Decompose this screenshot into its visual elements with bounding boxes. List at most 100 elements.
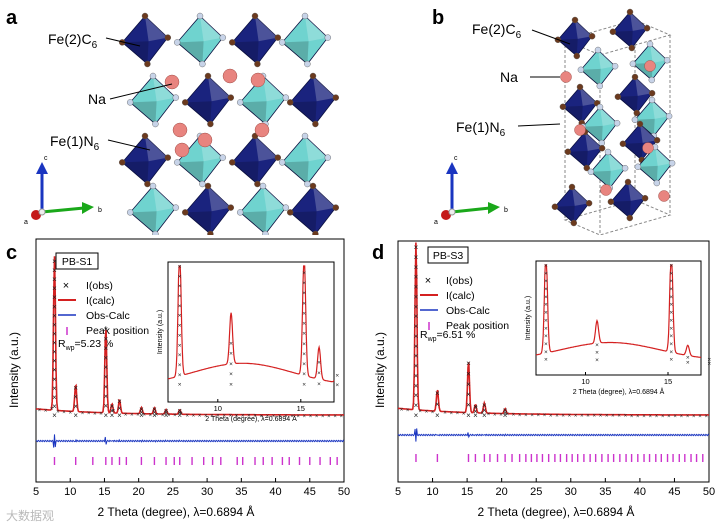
obs-marker: × [414, 243, 419, 252]
obs-marker: × [414, 411, 419, 420]
inset-obs-marker: × [544, 286, 548, 293]
obs-marker: × [704, 414, 708, 420]
obs-marker: × [241, 414, 245, 420]
inset-obs-marker: × [669, 263, 673, 270]
obs-marker: × [474, 405, 478, 411]
obs-marker: × [482, 401, 487, 410]
obs-marker: × [177, 406, 182, 415]
obs-marker: × [309, 414, 313, 420]
inset-obs-peak-4: ×× [707, 356, 711, 367]
inset-obs-marker: × [302, 331, 306, 338]
axis-c-label-a: c [44, 155, 48, 162]
obs-marker: × [482, 406, 487, 415]
xtick-label: 15 [98, 486, 110, 498]
inset-obs-peak-3: × × × [317, 360, 321, 388]
obs-marker: × [68, 410, 72, 416]
xlabel-c: 2 Theta (degree), λ=0.6894 Å [98, 504, 255, 519]
obs-marker: × [473, 411, 478, 420]
obs-marker: × [418, 409, 422, 415]
xlabel-d: 2 Theta (degree), λ=0.6894 Å [478, 504, 635, 519]
plot-frame [35, 238, 345, 483]
obs-marker: × [414, 292, 419, 301]
xtick-label: 30 [201, 486, 213, 498]
obs-marker: × [52, 393, 57, 402]
obs-peak-2: ×××××××××× [103, 325, 108, 420]
inset-obs-marker: × [178, 332, 182, 339]
obs-marker: × [52, 339, 57, 348]
obs-marker: × [414, 401, 419, 410]
obs-peak-5: ××× [503, 406, 508, 420]
inset-xtick-label: 15 [664, 377, 672, 386]
obs-marker: × [414, 381, 419, 390]
obs-marker: × [466, 411, 471, 420]
obs-marker: × [466, 359, 471, 368]
label-na-b: Na [500, 69, 518, 85]
inset-obs-marker: × [669, 286, 673, 293]
obs-marker: × [431, 410, 435, 416]
obs-marker: × [487, 412, 491, 418]
obs-peak-7: ××× [164, 406, 169, 420]
axis-a-label-b: a [434, 219, 438, 226]
inset-obs-marker: × [335, 372, 339, 379]
axes-indicator-b: c a b [434, 155, 508, 226]
obs-marker: × [103, 392, 108, 401]
ylabel-c: Intensity (a.u.) [7, 332, 21, 408]
obs-marker: × [512, 413, 516, 419]
inset-obs-marker: × [707, 356, 711, 363]
obs-marker: × [52, 402, 57, 411]
main-plot-d: 5 10 15 20 25 30 35 40 45 50×××××××××××××××××××××… [395, 240, 715, 498]
obs-marker: × [152, 405, 157, 414]
inset-xtick-label: 10 [214, 404, 222, 413]
legend-item-calc-c: I(calc) [86, 295, 115, 307]
leader-fe2-b [531, 29, 571, 45]
obs-marker: × [414, 371, 419, 380]
obs-marker: × [210, 414, 214, 420]
inset-obs-marker: × [229, 340, 233, 347]
inset-obs-marker: × [229, 371, 233, 378]
xtick-label: 10 [426, 486, 438, 498]
axes-indicator-a: c a b [24, 155, 102, 226]
legend-item-peak-c: Peak position [86, 325, 149, 337]
obs-marker: × [103, 354, 108, 363]
inset-obs-marker: × [544, 263, 548, 270]
inset-obs-marker: × [544, 278, 548, 285]
obs-marker: × [435, 400, 440, 409]
obs-marker: × [192, 413, 196, 419]
inset-obs-marker: × [669, 310, 673, 317]
obs-marker: × [235, 414, 239, 420]
obs-marker: × [52, 375, 57, 384]
obs-marker: × [611, 414, 615, 420]
obs-marker: × [503, 406, 508, 415]
obs-marker: × [103, 411, 108, 420]
inset-obs-marker: × [595, 342, 599, 349]
legend-item-diff-c: Obs-Calc [86, 310, 130, 322]
obs-peak-8: ××× [177, 406, 182, 420]
series-calc-line [35, 256, 344, 416]
obs-marker: × [414, 283, 419, 292]
inset-obs-marker: × [302, 270, 306, 277]
obs-marker: × [130, 412, 134, 418]
inset-obs-marker: × [178, 352, 182, 359]
obs-marker: × [340, 414, 344, 420]
xtick-label: 15 [461, 486, 473, 498]
inset-obs-marker: × [178, 283, 182, 290]
inset-obs-peak-2: ××××××××××××× [669, 263, 673, 364]
obs-marker: × [164, 406, 169, 415]
obs-marker: × [136, 413, 140, 419]
inset-obs-marker: × [178, 362, 182, 369]
inset-obs-marker: × [669, 317, 673, 324]
obs-marker: × [443, 411, 447, 417]
obs-marker: × [229, 414, 233, 420]
xtick-label: 5 [395, 486, 401, 498]
obs-marker: × [52, 411, 57, 420]
obs-marker: × [327, 414, 331, 420]
inset-obs-marker: × [669, 325, 673, 332]
inset-xlabel: 2 Theta (degree), λ=0.6894 Å [205, 414, 297, 423]
inset-obs-marker: × [544, 333, 548, 340]
series-calc-line [397, 242, 709, 416]
inset-obs-marker: × [302, 341, 306, 348]
obs-marker: × [586, 414, 590, 420]
obs-marker: × [568, 413, 572, 419]
inset-calc-line [535, 264, 702, 359]
leader-fe2-a [105, 37, 141, 47]
